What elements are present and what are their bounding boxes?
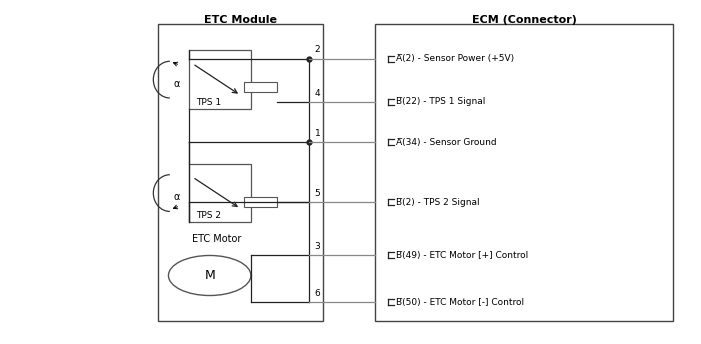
Circle shape: [168, 256, 251, 295]
Text: B̅(50) - ETC Motor [-] Control: B̅(50) - ETC Motor [-] Control: [396, 298, 524, 307]
Bar: [244, 197, 277, 207]
Bar: [189, 50, 251, 109]
Text: ETC Module: ETC Module: [204, 15, 277, 25]
Text: A̅(34) - Sensor Ground: A̅(34) - Sensor Ground: [396, 138, 496, 147]
Text: TPS 1: TPS 1: [196, 98, 221, 107]
Text: M: M: [204, 269, 215, 282]
Text: 1: 1: [315, 129, 320, 138]
Bar: [158, 24, 323, 321]
Text: TPS 2: TPS 2: [196, 212, 221, 221]
Bar: [189, 164, 251, 222]
Bar: [374, 24, 674, 321]
Text: B̅(22) - TPS 1 Signal: B̅(22) - TPS 1 Signal: [396, 97, 485, 107]
Text: 2: 2: [315, 45, 320, 54]
Text: 3: 3: [315, 242, 320, 251]
Text: 5: 5: [315, 189, 320, 198]
Text: 6: 6: [315, 289, 320, 298]
Text: ETC Motor: ETC Motor: [192, 234, 241, 244]
Text: 4: 4: [315, 89, 320, 98]
Text: B̅(49) - ETC Motor [+] Control: B̅(49) - ETC Motor [+] Control: [396, 251, 528, 260]
Text: B̅(2) - TPS 2 Signal: B̅(2) - TPS 2 Signal: [396, 197, 479, 207]
Text: ECM (Connector): ECM (Connector): [472, 15, 576, 25]
Text: α: α: [174, 79, 180, 89]
Text: α: α: [174, 192, 180, 202]
Text: A̅(2) - Sensor Power (+5V): A̅(2) - Sensor Power (+5V): [396, 54, 514, 63]
Bar: [244, 82, 277, 92]
